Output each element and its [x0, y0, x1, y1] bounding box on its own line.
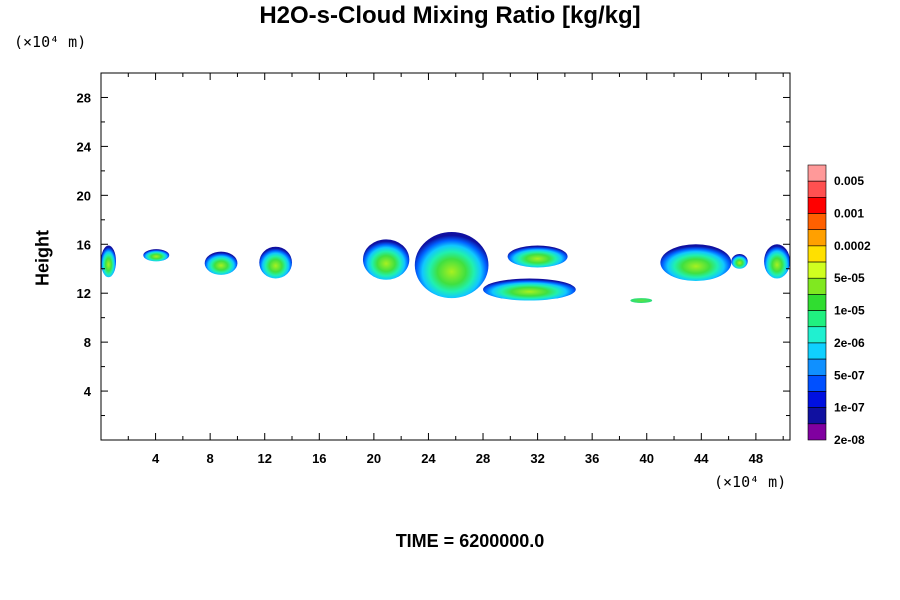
colorbar-swatch	[807, 197, 827, 214]
x-tick-label: 16	[312, 451, 326, 466]
cloud-6-region	[414, 232, 489, 299]
y-tick-label: 24	[77, 139, 92, 154]
x-tick-label: 36	[585, 451, 599, 466]
x-tick-label: 28	[476, 451, 490, 466]
colorbar-label: 0.001	[834, 207, 864, 221]
colorbar-label: 5e-05	[834, 271, 865, 285]
colorbar-label: 2e-06	[834, 336, 865, 350]
x-tick-label: 40	[640, 451, 654, 466]
cloud-11-region	[764, 244, 791, 279]
x-tick-label: 4	[152, 451, 160, 466]
y-tick-label: 28	[77, 90, 91, 105]
y-tick-label: 16	[77, 237, 91, 252]
y-tick-label: 12	[77, 286, 91, 301]
colorbar-swatch	[807, 213, 827, 231]
colorbar: 0.005 0.001 0.0002 5e-05 1e-05 2e-06 5e-07 1e-0…	[807, 164, 871, 447]
x-axis-unit: (×10⁴ m)	[714, 473, 787, 491]
cloud-2-region	[143, 249, 170, 262]
cloud-8-region	[483, 278, 576, 301]
colorbar-label: 0.005	[834, 174, 864, 188]
colorbar-swatch	[807, 391, 827, 408]
plot-frame	[100, 72, 791, 441]
colorbar-label: 2e-08	[834, 433, 865, 447]
colorbar-label: 1e-05	[834, 304, 865, 318]
colorbar-swatch	[807, 277, 827, 295]
colorbar-swatch	[807, 374, 827, 392]
colorbar-swatch	[807, 310, 827, 328]
cloud-3-region	[204, 251, 238, 275]
cloud-1-region	[101, 245, 117, 278]
cloud-12-region	[630, 298, 653, 303]
x-tick-label: 20	[367, 451, 381, 466]
x-tick-label: 8	[207, 451, 214, 466]
x-tick-label: 44	[694, 451, 709, 466]
colorbar-swatch	[807, 245, 827, 263]
cloud-5-region	[362, 239, 410, 280]
cloud-4-region	[259, 246, 293, 279]
colorbar-swatch	[807, 261, 827, 279]
colorbar-label: 0.0002	[834, 239, 871, 253]
colorbar-swatch	[807, 229, 827, 247]
cloud-7-region	[507, 245, 568, 268]
time-label: TIME = 6200000.0	[395, 531, 545, 551]
colorbar-swatch	[807, 326, 827, 344]
cloud-field	[101, 232, 791, 303]
y-axis-unit: (×10⁴ m)	[14, 33, 87, 51]
colorbar-swatch	[807, 342, 827, 360]
x-tick-label: 32	[530, 451, 544, 466]
colorbar-swatch	[807, 294, 827, 311]
colorbar-label: 5e-07	[834, 368, 865, 382]
colorbar-label: 1e-07	[834, 401, 865, 415]
y-tick-label: 8	[84, 335, 91, 350]
y-tick-label: 20	[77, 188, 91, 203]
chart-title: H2O-s-Cloud Mixing Ratio [kg/kg]	[259, 2, 641, 29]
colorbar-swatch	[807, 407, 827, 425]
x-tick-label: 48	[749, 451, 763, 466]
x-tick-label: 12	[257, 451, 271, 466]
y-tick-label: 4	[84, 384, 92, 399]
colorbar-swatch	[807, 358, 827, 376]
x-tick-label: 24	[421, 451, 436, 466]
colorbar-swatch	[807, 180, 827, 198]
cloud-9-region	[660, 244, 732, 281]
colorbar-swatch	[807, 423, 827, 441]
colorbar-swatch	[807, 164, 827, 182]
cloud-10-region	[731, 254, 748, 269]
